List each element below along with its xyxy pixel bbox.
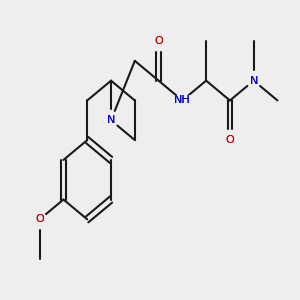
Text: O: O [154, 36, 163, 46]
Text: O: O [226, 135, 234, 145]
Text: N: N [107, 115, 115, 125]
Text: N: N [107, 115, 115, 125]
Circle shape [152, 31, 165, 51]
Text: NH: NH [174, 95, 191, 106]
Circle shape [247, 71, 260, 91]
Circle shape [33, 209, 46, 229]
Text: N: N [250, 76, 258, 85]
Text: O: O [226, 135, 234, 145]
Text: O: O [35, 214, 44, 224]
Circle shape [223, 130, 236, 150]
Text: O: O [35, 214, 44, 224]
Text: NH: NH [174, 95, 191, 106]
Text: O: O [154, 36, 163, 46]
Circle shape [104, 110, 118, 130]
Text: N: N [250, 76, 258, 85]
Circle shape [176, 91, 189, 110]
